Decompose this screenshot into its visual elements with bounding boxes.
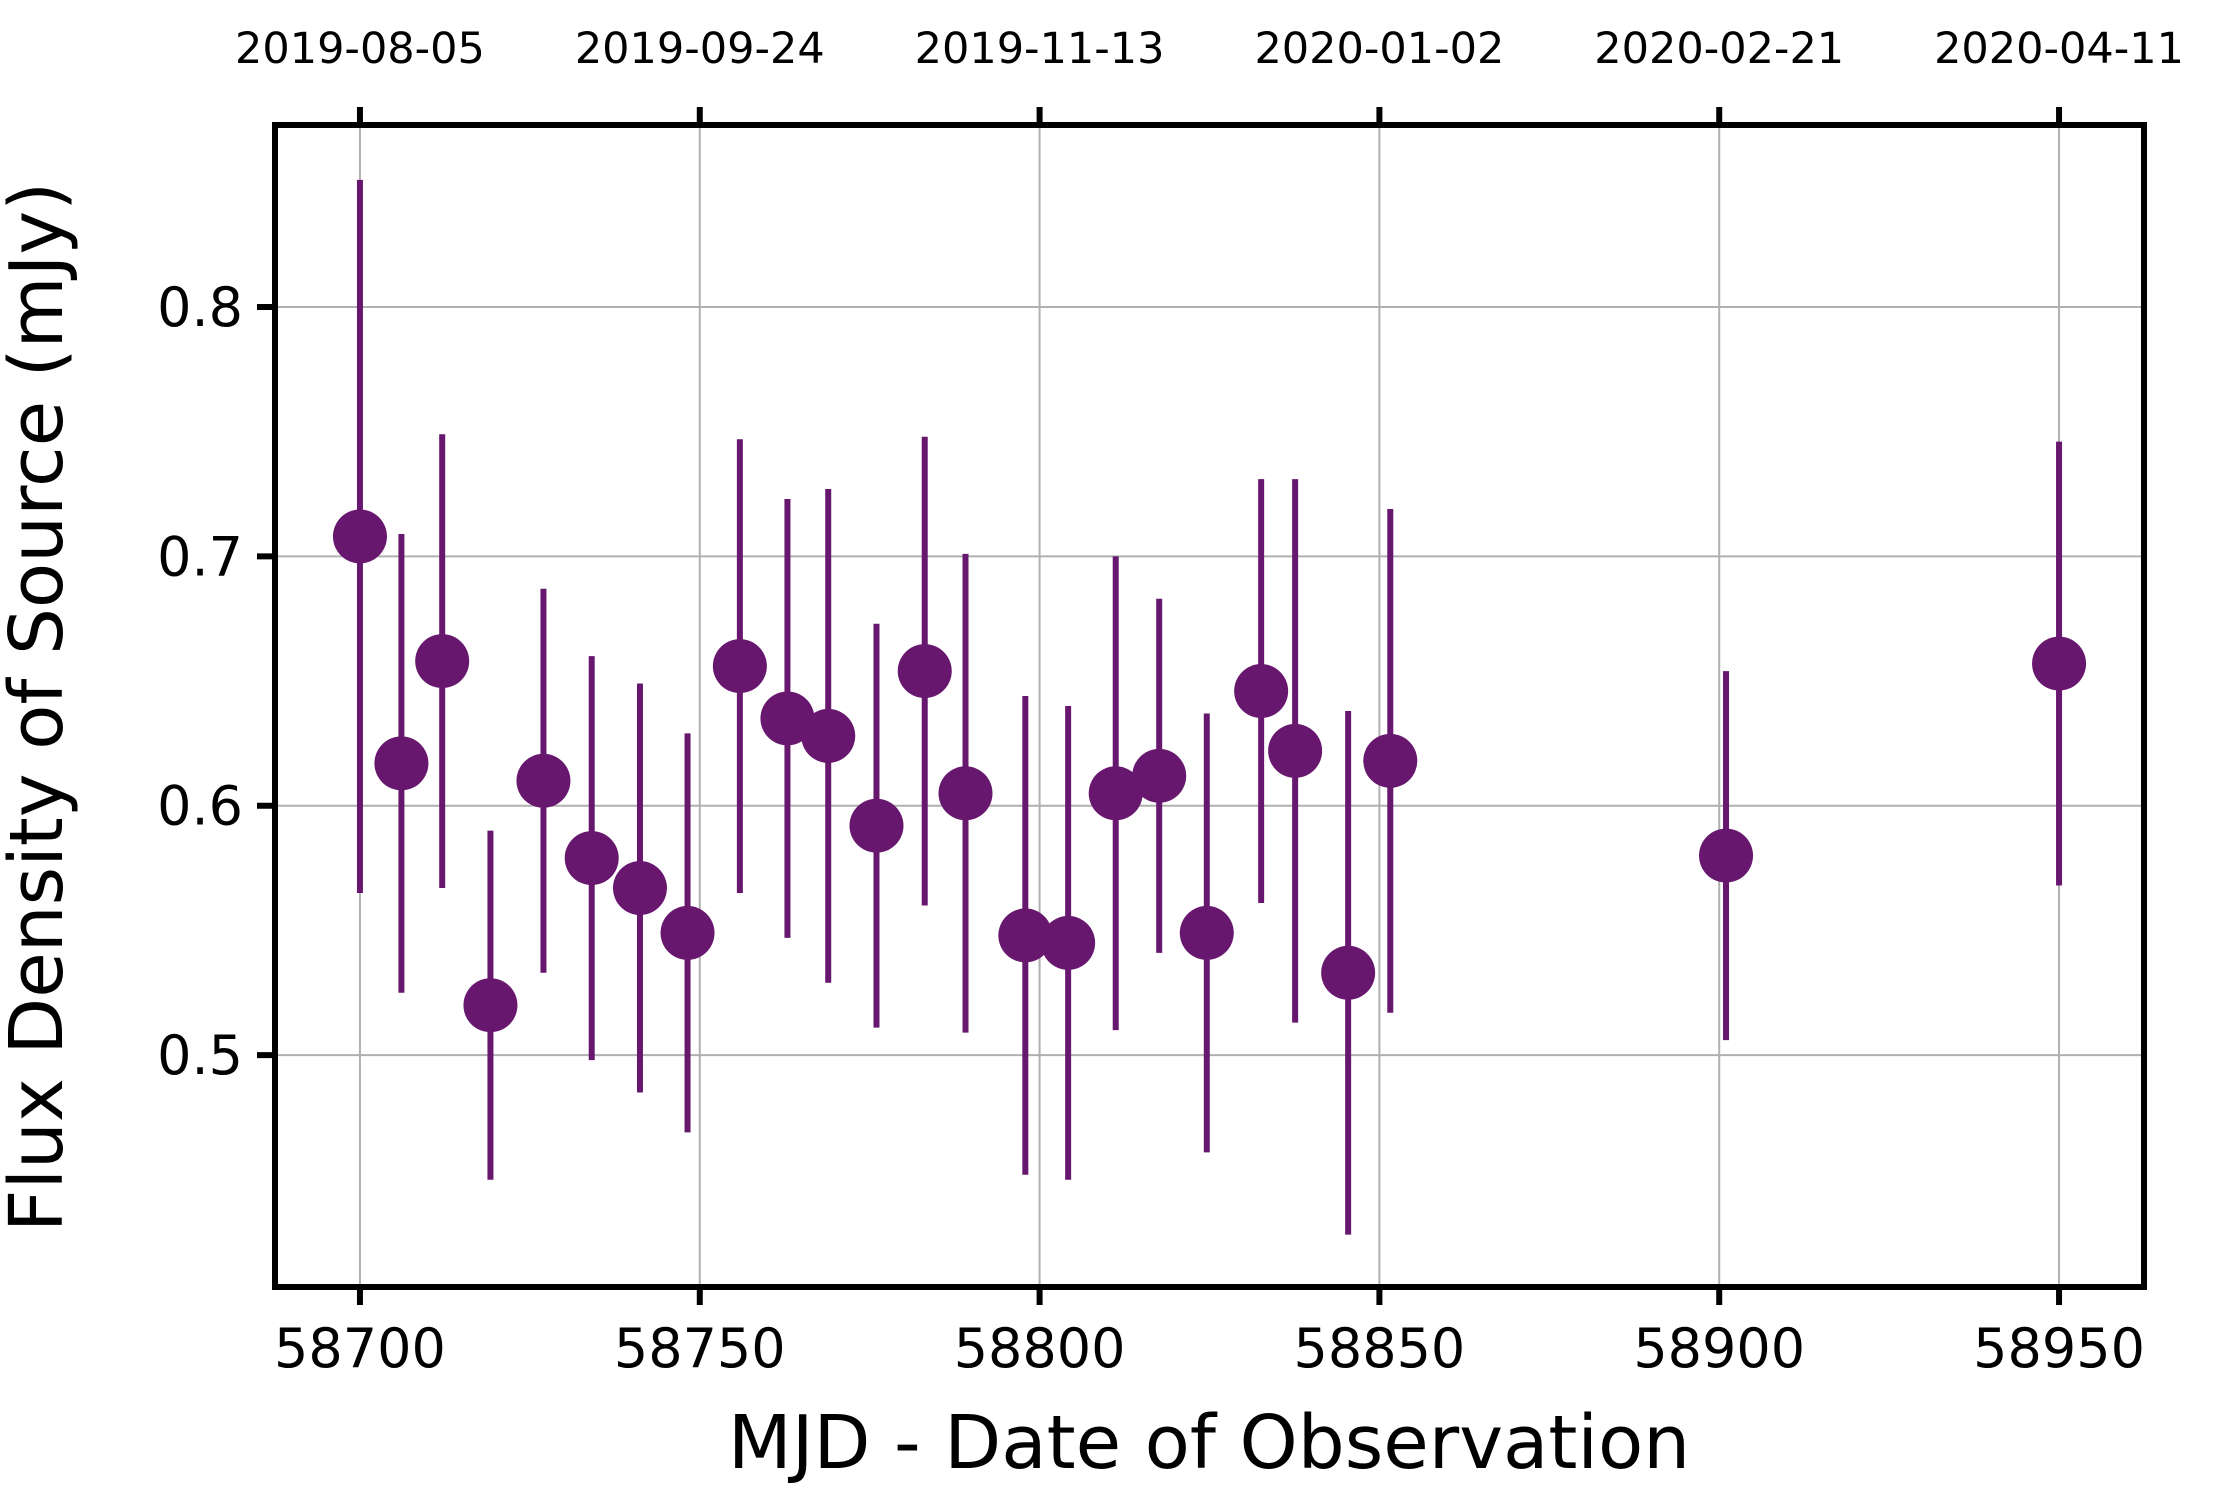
data-point <box>415 634 470 689</box>
data-point <box>1041 915 1096 970</box>
data-point <box>2032 636 2087 691</box>
x-axis-title: MJD - Date of Observation <box>728 1400 1690 1486</box>
data-point <box>516 753 571 808</box>
data-point <box>1132 748 1187 803</box>
top-tick-label: 2019-11-13 <box>915 24 1165 74</box>
x-tick-label: 58750 <box>614 1317 786 1380</box>
data-point <box>849 798 904 853</box>
data-point <box>801 708 856 763</box>
data-point <box>998 908 1053 963</box>
top-tick-label: 2020-02-21 <box>1594 24 1844 74</box>
data-point <box>897 644 952 699</box>
top-tick-label: 2020-01-02 <box>1254 24 1504 74</box>
data-point <box>1268 723 1323 778</box>
data-point <box>1088 766 1143 821</box>
data-point <box>374 736 429 791</box>
x-tick-label: 58950 <box>1973 1317 2145 1380</box>
data-point <box>1321 945 1376 1000</box>
top-tick-label: 2020-04-11 <box>1934 24 2184 74</box>
axis-ticks: 58700 2019-08-05 58750 2019-09-24 58800 2019-… <box>157 24 2184 1380</box>
data-point <box>1363 733 1418 788</box>
x-tick-label: 58700 <box>274 1317 446 1380</box>
data-point <box>332 509 387 564</box>
y-axis-title: Flux Density of Source (mJy) <box>0 182 80 1232</box>
data-point <box>463 978 518 1033</box>
top-tick-label: 2019-08-05 <box>235 24 485 74</box>
x-tick-label: 58900 <box>1633 1317 1805 1380</box>
data-point <box>712 639 767 694</box>
top-tick-label: 2019-09-24 <box>575 24 825 74</box>
y-tick-label: 0.8 <box>157 276 243 339</box>
data-point <box>564 831 619 886</box>
plot-frame <box>272 122 2147 1290</box>
data-point <box>1179 905 1234 960</box>
data-point <box>760 691 815 746</box>
y-tick-label: 0.6 <box>157 775 243 838</box>
y-tick-label: 0.7 <box>157 525 243 588</box>
data-point <box>938 766 993 821</box>
x-tick-label: 58800 <box>954 1317 1126 1380</box>
y-tick-label: 0.5 <box>157 1024 243 1087</box>
data-point <box>1234 664 1289 719</box>
data-points <box>332 179 2087 1235</box>
data-point <box>660 905 715 960</box>
data-point <box>612 861 667 916</box>
data-point <box>1699 828 1754 883</box>
x-tick-label: 58850 <box>1294 1317 1466 1380</box>
